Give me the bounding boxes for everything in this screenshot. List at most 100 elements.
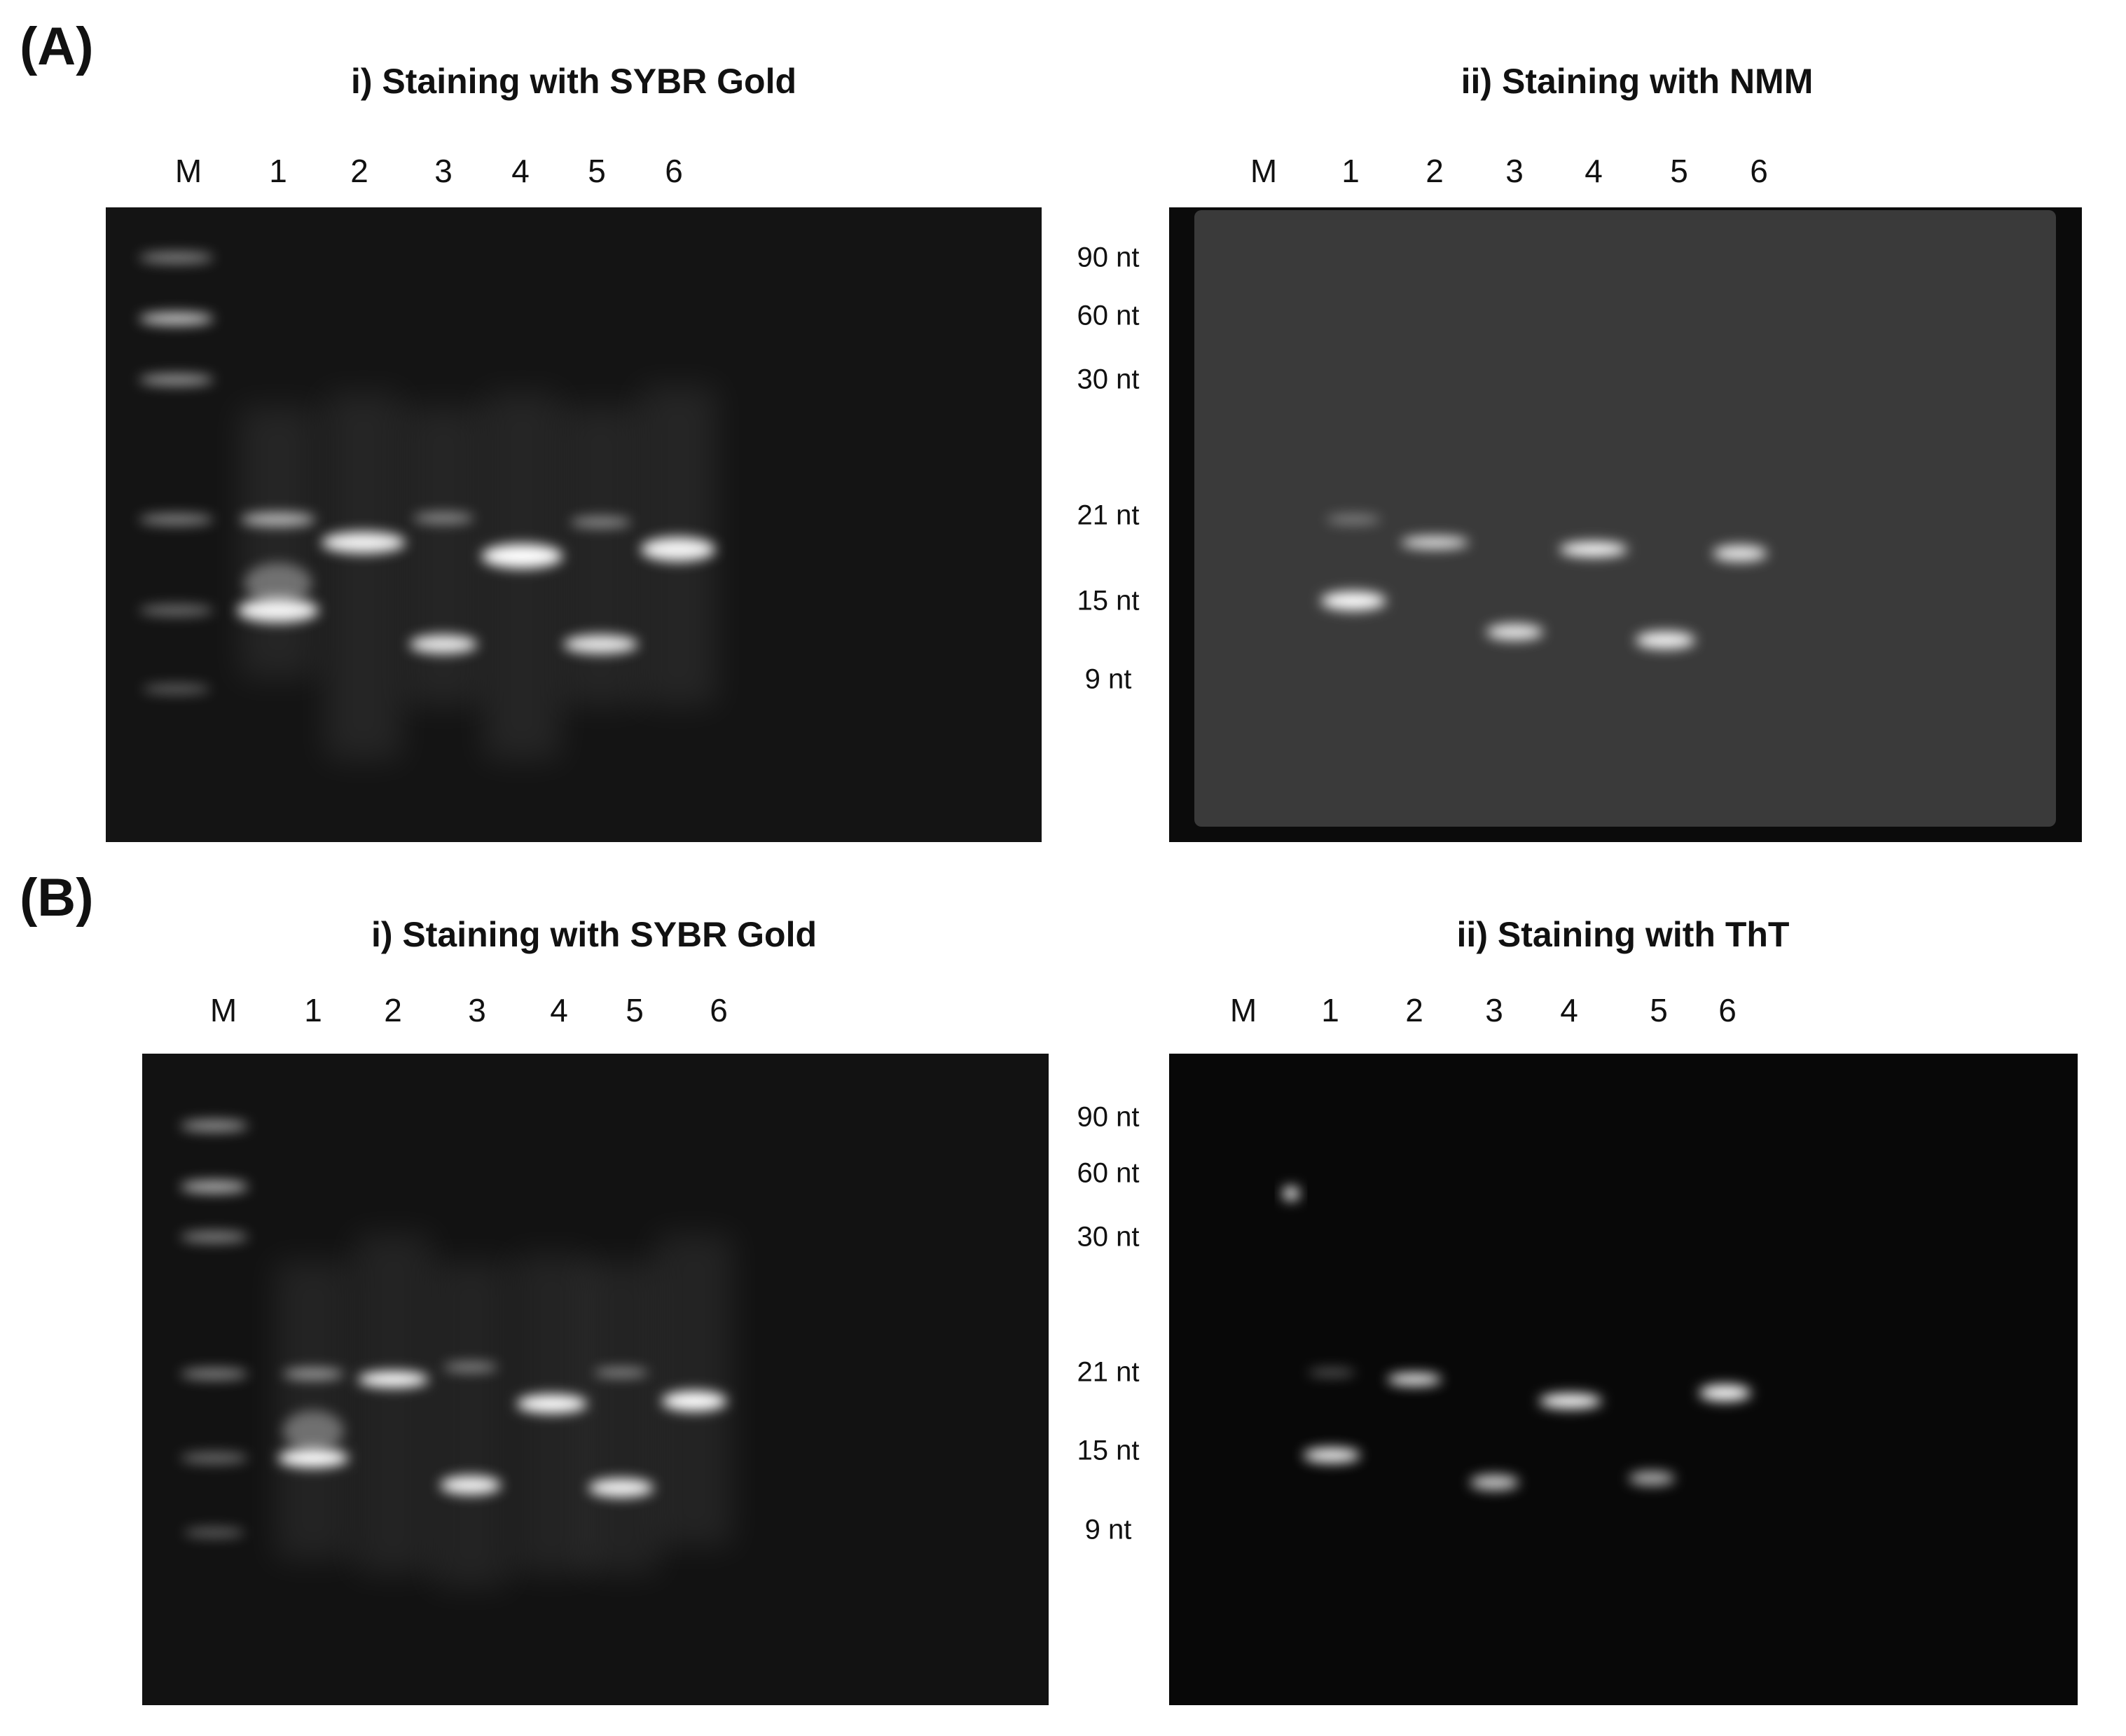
lane-label: M <box>1230 992 1257 1028</box>
band <box>282 1410 344 1452</box>
lane-label: 6 <box>665 153 683 189</box>
band <box>1326 514 1381 525</box>
lane-label: 2 <box>1405 992 1423 1028</box>
band <box>443 1362 498 1372</box>
lane-smear <box>325 393 402 760</box>
band <box>409 635 478 654</box>
band <box>440 1475 502 1495</box>
band <box>570 516 632 528</box>
lane-label: 2 <box>350 153 368 189</box>
size-marker: 30 nt <box>1077 364 1140 395</box>
gel-title: ii) Staining with NMM <box>1461 62 1814 101</box>
lane-label: M <box>1250 153 1277 189</box>
lane-label: 3 <box>468 992 486 1028</box>
gel-body <box>1194 210 2056 827</box>
lane-label: 2 <box>1426 153 1444 189</box>
lane-smear <box>513 1254 591 1573</box>
size-marker: 60 nt <box>1077 1158 1140 1189</box>
size-marker: 9 nt <box>1085 1515 1132 1545</box>
size-marker: 21 nt <box>1077 1357 1140 1388</box>
gel-bands <box>139 252 717 760</box>
band <box>588 1478 654 1498</box>
lane-label: 4 <box>1585 153 1603 189</box>
lane-label: 6 <box>1718 992 1737 1028</box>
band <box>1635 631 1695 649</box>
band <box>413 512 474 524</box>
band <box>563 635 638 654</box>
band <box>180 1120 249 1131</box>
lane-label: 1 <box>304 992 322 1028</box>
band <box>1699 1384 1751 1401</box>
lane-label: 5 <box>588 153 606 189</box>
band <box>661 1391 727 1412</box>
band <box>237 598 319 623</box>
band <box>1713 545 1767 562</box>
band <box>516 1394 588 1414</box>
lane-label: 1 <box>1321 992 1339 1028</box>
band <box>358 1371 429 1388</box>
lane-label: 3 <box>434 153 453 189</box>
band <box>277 1448 349 1468</box>
band <box>321 531 406 553</box>
band <box>1283 1187 1299 1201</box>
lane-label: 3 <box>1505 153 1524 189</box>
lane-label: 6 <box>1750 153 1768 189</box>
lane-label: 4 <box>1560 992 1578 1028</box>
band <box>640 537 716 562</box>
lane-label: 5 <box>1650 992 1668 1028</box>
band <box>1486 624 1544 640</box>
band <box>139 252 214 263</box>
band <box>1559 542 1628 557</box>
lane-label: M <box>210 992 237 1028</box>
panel-label: (A) <box>20 17 94 76</box>
lane-smear <box>355 1234 432 1573</box>
lane-smear <box>240 406 317 678</box>
band <box>593 1368 649 1378</box>
size-marker: 9 nt <box>1085 664 1132 695</box>
lane-smear <box>432 1261 509 1587</box>
band <box>481 544 563 569</box>
size-marker: 30 nt <box>1077 1222 1140 1253</box>
size-marker: 90 nt <box>1077 1102 1140 1133</box>
size-marker: 15 nt <box>1077 586 1140 616</box>
lane-label: 4 <box>550 992 568 1028</box>
band <box>282 1368 344 1379</box>
lane-smear <box>275 1261 352 1560</box>
band <box>139 514 214 525</box>
size-marker: 21 nt <box>1077 500 1140 531</box>
lane-smear <box>405 406 482 705</box>
lane-smear <box>583 1261 659 1573</box>
gel-bands <box>1283 1187 1751 1490</box>
gel-bands <box>1320 514 1767 649</box>
lane-label: 5 <box>1670 153 1688 189</box>
size-marker: 60 nt <box>1077 301 1140 331</box>
band <box>1400 536 1469 549</box>
gel-bands <box>180 1120 733 1587</box>
band <box>180 1231 249 1243</box>
gel-title: ii) Staining with ThT <box>1457 915 1790 954</box>
band <box>139 374 214 385</box>
band <box>1303 1447 1360 1463</box>
band <box>180 1368 249 1379</box>
size-marker: 90 nt <box>1077 242 1140 273</box>
band <box>1629 1471 1675 1485</box>
band <box>139 312 214 325</box>
gel-title: i) Staining with SYBR Gold <box>351 62 796 101</box>
lane-smear <box>484 393 560 760</box>
lane-label: 6 <box>710 992 728 1028</box>
lane-label: 3 <box>1485 992 1503 1028</box>
band <box>1470 1475 1519 1490</box>
band <box>180 1452 249 1463</box>
band <box>180 1180 249 1193</box>
lane-smear <box>656 1234 733 1547</box>
band <box>1308 1368 1356 1377</box>
lane-label: 1 <box>1341 153 1360 189</box>
band <box>1387 1373 1442 1386</box>
gel <box>1169 1054 2078 1705</box>
band <box>1539 1393 1602 1409</box>
lane-label: M <box>175 153 202 189</box>
band <box>139 605 214 616</box>
size-marker: 15 nt <box>1077 1435 1140 1466</box>
